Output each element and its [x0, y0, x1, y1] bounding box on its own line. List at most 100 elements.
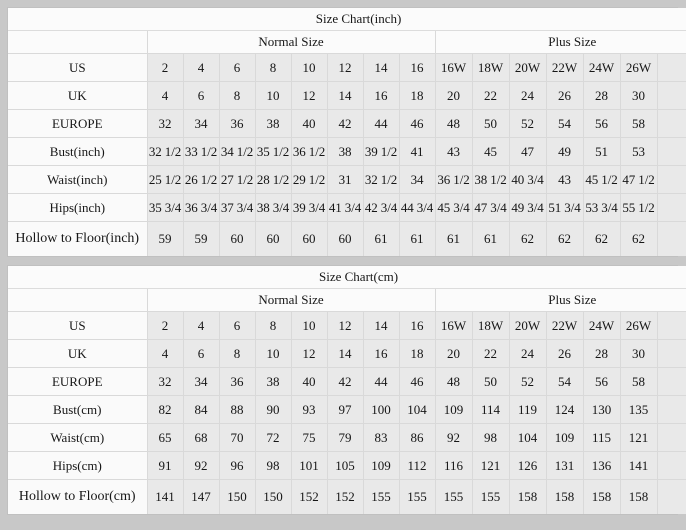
- cell: 24W: [582, 311, 621, 340]
- cell: 36 1/2: [434, 165, 473, 194]
- cell: 44: [362, 109, 400, 138]
- cell: 38: [254, 109, 292, 138]
- cell: 18W: [471, 311, 510, 340]
- cell: 42 3/4: [362, 193, 400, 222]
- cell: 82: [146, 395, 184, 424]
- cell: 152: [290, 479, 328, 514]
- cell: 88: [218, 395, 256, 424]
- cell: 12: [326, 311, 364, 340]
- cell: 29 1/2: [290, 165, 328, 194]
- cell: 8: [218, 81, 256, 110]
- cell: 22: [471, 339, 510, 368]
- cell: 121: [471, 451, 510, 480]
- cell: 6: [182, 81, 220, 110]
- cell: 97: [326, 395, 364, 424]
- cell: 38: [326, 137, 364, 166]
- cell: 34: [182, 109, 220, 138]
- cell: 158: [545, 479, 584, 514]
- cell: 26: [545, 339, 584, 368]
- cell: 38: [254, 367, 292, 396]
- size-chart-inch-table: Size Chart(inch) Normal Size Plus Size U…: [8, 8, 686, 256]
- cell: 60: [326, 221, 364, 256]
- cell: 43: [434, 137, 473, 166]
- cell: 62: [545, 221, 584, 256]
- group-header-normal-size: Normal Size: [146, 30, 436, 54]
- group-header-row: Normal Size Plus Size: [8, 288, 686, 312]
- cell: [656, 193, 686, 222]
- size-chart-inch-block: Size Chart(inch) Normal Size Plus Size U…: [7, 7, 686, 257]
- cell: 2: [146, 311, 184, 340]
- cell: 40: [290, 109, 328, 138]
- cell: 30: [619, 339, 658, 368]
- table-row: UK 4 6 8 10 12 14 16 18 20 22 24 26 28 3…: [8, 339, 686, 368]
- cell: 54: [545, 367, 584, 396]
- cell: 4: [146, 81, 184, 110]
- cell: 115: [582, 423, 621, 452]
- cell: 53: [619, 137, 658, 166]
- cell: 34: [398, 165, 436, 194]
- cell: 41: [398, 137, 436, 166]
- cell: 51: [582, 137, 621, 166]
- cell: 8: [218, 339, 256, 368]
- cell: 46: [398, 109, 436, 138]
- cell: 43: [545, 165, 584, 194]
- cell: 46: [398, 367, 436, 396]
- cell: 24: [508, 81, 547, 110]
- cell: 53 3/4: [582, 193, 621, 222]
- cell: 40 3/4: [508, 165, 547, 194]
- table-row: Hollow to Floor(cm) 141 147 150 150 152 …: [8, 479, 686, 514]
- cell: 33 1/2: [182, 137, 220, 166]
- cell: [656, 311, 686, 340]
- cell: 79: [326, 423, 364, 452]
- table-row: EUROPE 32 34 36 38 40 42 44 46 48 50 52 …: [8, 109, 686, 138]
- cell: 40: [290, 367, 328, 396]
- cell: 31: [326, 165, 364, 194]
- cell: 60: [290, 221, 328, 256]
- cell: [656, 479, 686, 514]
- cell: 27 1/2: [218, 165, 256, 194]
- cell: 12: [290, 81, 328, 110]
- cell: 47: [508, 137, 547, 166]
- cell: [656, 81, 686, 110]
- table-row: Hollow to Floor(inch) 59 59 60 60 60 60 …: [8, 221, 686, 256]
- cell: 62: [619, 221, 658, 256]
- row-label-hollow-to-floor: Hollow to Floor(inch): [8, 221, 148, 256]
- cell: [656, 423, 686, 452]
- cell: 45 3/4: [434, 193, 473, 222]
- cell: 155: [398, 479, 436, 514]
- cell: 50: [471, 367, 510, 396]
- cell: 26 1/2: [182, 165, 220, 194]
- cell: 39 1/2: [362, 137, 400, 166]
- cell: 34: [182, 367, 220, 396]
- cell: 10: [254, 339, 292, 368]
- cell: 92: [182, 451, 220, 480]
- cell: 61: [362, 221, 400, 256]
- cell: 83: [362, 423, 400, 452]
- cell: 32: [146, 367, 184, 396]
- cell: 35 1/2: [254, 137, 292, 166]
- cell: 119: [508, 395, 547, 424]
- cell: 65: [146, 423, 184, 452]
- table-row: UK 4 6 8 10 12 14 16 18 20 22 24 26 28 3…: [8, 81, 686, 110]
- group-header-plus-size: Plus Size: [434, 288, 686, 312]
- cell: 86: [398, 423, 436, 452]
- row-label-hollow-to-floor: Hollow to Floor(cm): [8, 479, 148, 514]
- cell: 58: [619, 367, 658, 396]
- cell: 126: [508, 451, 547, 480]
- table-row: Waist(inch) 25 1/2 26 1/2 27 1/2 28 1/2 …: [8, 165, 686, 194]
- row-label-uk: UK: [8, 339, 148, 368]
- cell: 6: [218, 53, 256, 82]
- group-header-blank: [8, 288, 148, 312]
- title-row: Size Chart(inch): [8, 8, 686, 31]
- cell: 14: [362, 311, 400, 340]
- table-row: Waist(cm) 65 68 70 72 75 79 83 86 92 98 …: [8, 423, 686, 452]
- row-label-bust: Bust(cm): [8, 395, 148, 424]
- table-row: EUROPE 32 34 36 38 40 42 44 46 48 50 52 …: [8, 367, 686, 396]
- cell: 10: [290, 311, 328, 340]
- cell: 36 3/4: [182, 193, 220, 222]
- cell: 130: [582, 395, 621, 424]
- cell: 109: [362, 451, 400, 480]
- cell: 61: [398, 221, 436, 256]
- cell: 47 1/2: [619, 165, 658, 194]
